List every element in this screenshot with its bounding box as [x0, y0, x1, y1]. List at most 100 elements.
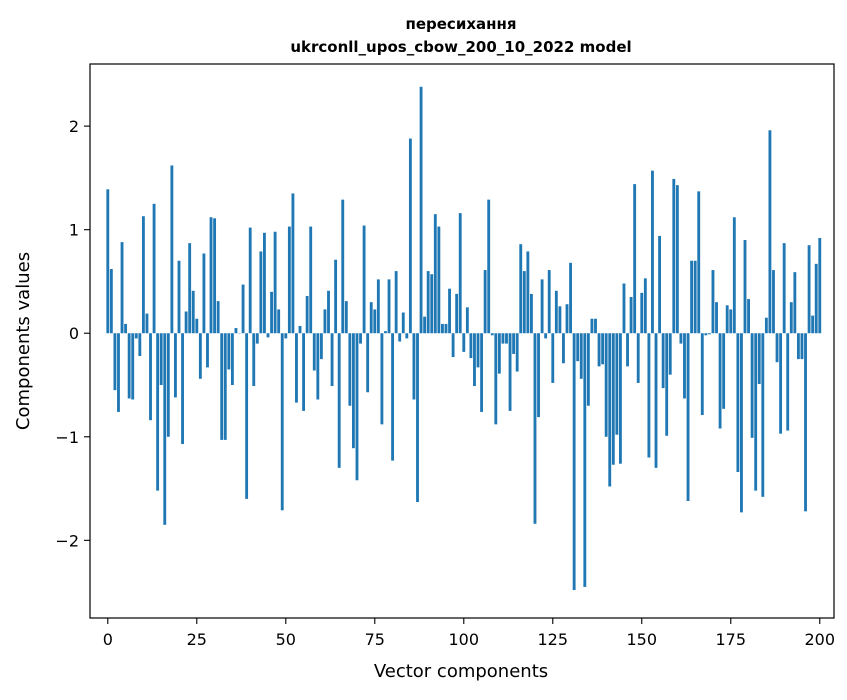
bar [448, 289, 451, 334]
bar [188, 243, 191, 333]
bar [669, 333, 672, 374]
bar [420, 87, 423, 333]
bar [256, 333, 259, 343]
bar [341, 200, 344, 334]
bar [388, 279, 391, 333]
bar [210, 217, 213, 333]
bar [665, 333, 668, 436]
bar [733, 217, 736, 333]
bar [512, 333, 515, 354]
x-tick-label: 50 [276, 630, 296, 649]
bar [558, 306, 561, 333]
chart-subtitle: ukrconll_upos_cbow_200_10_2022 model [290, 38, 631, 56]
bar [761, 333, 764, 497]
bar [526, 251, 529, 333]
x-tick-label: 0 [103, 630, 113, 649]
bar [466, 307, 469, 333]
bar [608, 333, 611, 486]
y-tick-label: −1 [55, 428, 79, 447]
bar [640, 293, 643, 333]
bar [676, 185, 679, 333]
bar [544, 333, 547, 338]
bar [690, 261, 693, 333]
bar [359, 333, 362, 343]
bar [487, 200, 490, 334]
bar [217, 301, 220, 333]
bar [655, 333, 658, 468]
bar [185, 311, 188, 333]
bar [295, 333, 298, 402]
bar [199, 333, 202, 379]
bar [747, 299, 750, 333]
bar [231, 333, 234, 385]
bar [541, 279, 544, 333]
bar [202, 254, 205, 334]
bar [516, 333, 519, 371]
x-tick-label: 150 [626, 630, 657, 649]
bar [591, 319, 594, 334]
bar [637, 333, 640, 383]
bar [181, 333, 184, 444]
bar [327, 291, 330, 333]
bar [455, 294, 458, 333]
x-tick-label: 125 [538, 630, 569, 649]
bar [783, 243, 786, 333]
bar [498, 333, 501, 373]
bar [124, 324, 127, 333]
bar [765, 318, 768, 334]
bar [633, 184, 636, 333]
bar [441, 324, 444, 333]
bar [509, 333, 512, 411]
bar [106, 189, 109, 333]
bar [356, 333, 359, 480]
bar [174, 333, 177, 397]
bar [566, 304, 569, 333]
bar [573, 333, 576, 590]
y-tick-label: 0 [69, 324, 79, 343]
bar [416, 333, 419, 502]
bar [402, 313, 405, 334]
bar [373, 309, 376, 333]
bar [178, 261, 181, 333]
bar [291, 193, 294, 333]
y-axis-label: Components values [13, 252, 34, 430]
bar [576, 333, 579, 361]
bar [769, 130, 772, 333]
bar [505, 333, 508, 343]
bar [235, 328, 238, 333]
bar [790, 302, 793, 333]
bar [687, 333, 690, 501]
bar [117, 333, 120, 412]
bar [195, 319, 198, 334]
bar [160, 333, 163, 385]
bar [434, 214, 437, 333]
bar [726, 305, 729, 333]
bar [267, 333, 270, 337]
bar [320, 333, 323, 359]
bar [548, 270, 551, 333]
bar [612, 333, 615, 465]
bar [808, 245, 811, 333]
bar [363, 226, 366, 334]
bar [163, 333, 166, 525]
bar [697, 191, 700, 333]
bar [651, 171, 654, 334]
bar [736, 333, 739, 472]
x-tick-label: 100 [449, 630, 480, 649]
bar [530, 294, 533, 333]
bar [562, 333, 565, 363]
bar [729, 309, 732, 333]
bar [405, 333, 408, 338]
bar [694, 261, 697, 333]
bar [423, 317, 426, 334]
bar [213, 218, 216, 333]
bar [594, 319, 597, 334]
bar [135, 333, 138, 338]
bar [598, 333, 601, 366]
bar [662, 333, 665, 388]
bar [776, 333, 779, 362]
bar [409, 139, 412, 334]
bar [793, 272, 796, 333]
